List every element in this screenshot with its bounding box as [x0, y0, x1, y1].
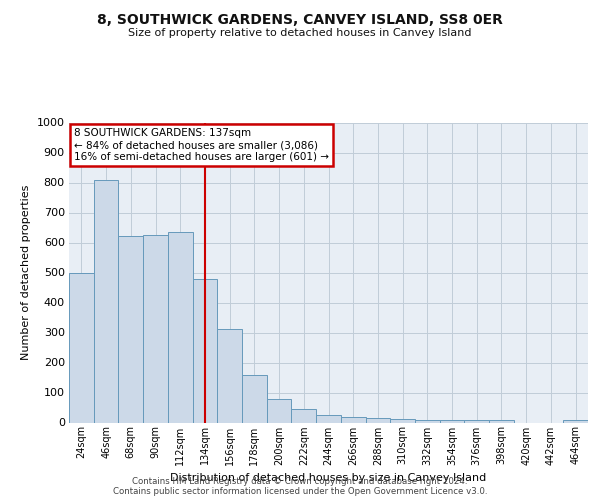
Bar: [390, 419, 415, 422]
X-axis label: Distribution of detached houses by size in Canvey Island: Distribution of detached houses by size …: [170, 473, 487, 483]
Bar: [563, 420, 588, 422]
Bar: [118, 236, 143, 422]
Bar: [242, 376, 267, 422]
Bar: [217, 329, 242, 422]
Bar: [341, 416, 365, 422]
Text: Contains HM Land Registry data © Crown copyright and database right 2024.: Contains HM Land Registry data © Crown c…: [132, 477, 468, 486]
Bar: [292, 409, 316, 422]
Bar: [415, 420, 440, 422]
Bar: [193, 278, 217, 422]
Y-axis label: Number of detached properties: Number of detached properties: [21, 185, 31, 360]
Text: 8, SOUTHWICK GARDENS, CANVEY ISLAND, SS8 0ER: 8, SOUTHWICK GARDENS, CANVEY ISLAND, SS8…: [97, 12, 503, 26]
Bar: [143, 235, 168, 422]
Text: Size of property relative to detached houses in Canvey Island: Size of property relative to detached ho…: [128, 28, 472, 38]
Bar: [365, 418, 390, 422]
Text: Contains public sector information licensed under the Open Government Licence v3: Contains public sector information licen…: [113, 487, 487, 496]
Bar: [267, 398, 292, 422]
Bar: [464, 420, 489, 422]
Bar: [168, 232, 193, 422]
Text: 8 SOUTHWICK GARDENS: 137sqm
← 84% of detached houses are smaller (3,086)
16% of : 8 SOUTHWICK GARDENS: 137sqm ← 84% of det…: [74, 128, 329, 162]
Bar: [69, 272, 94, 422]
Bar: [94, 180, 118, 422]
Bar: [316, 415, 341, 422]
Bar: [440, 420, 464, 422]
Bar: [489, 420, 514, 422]
